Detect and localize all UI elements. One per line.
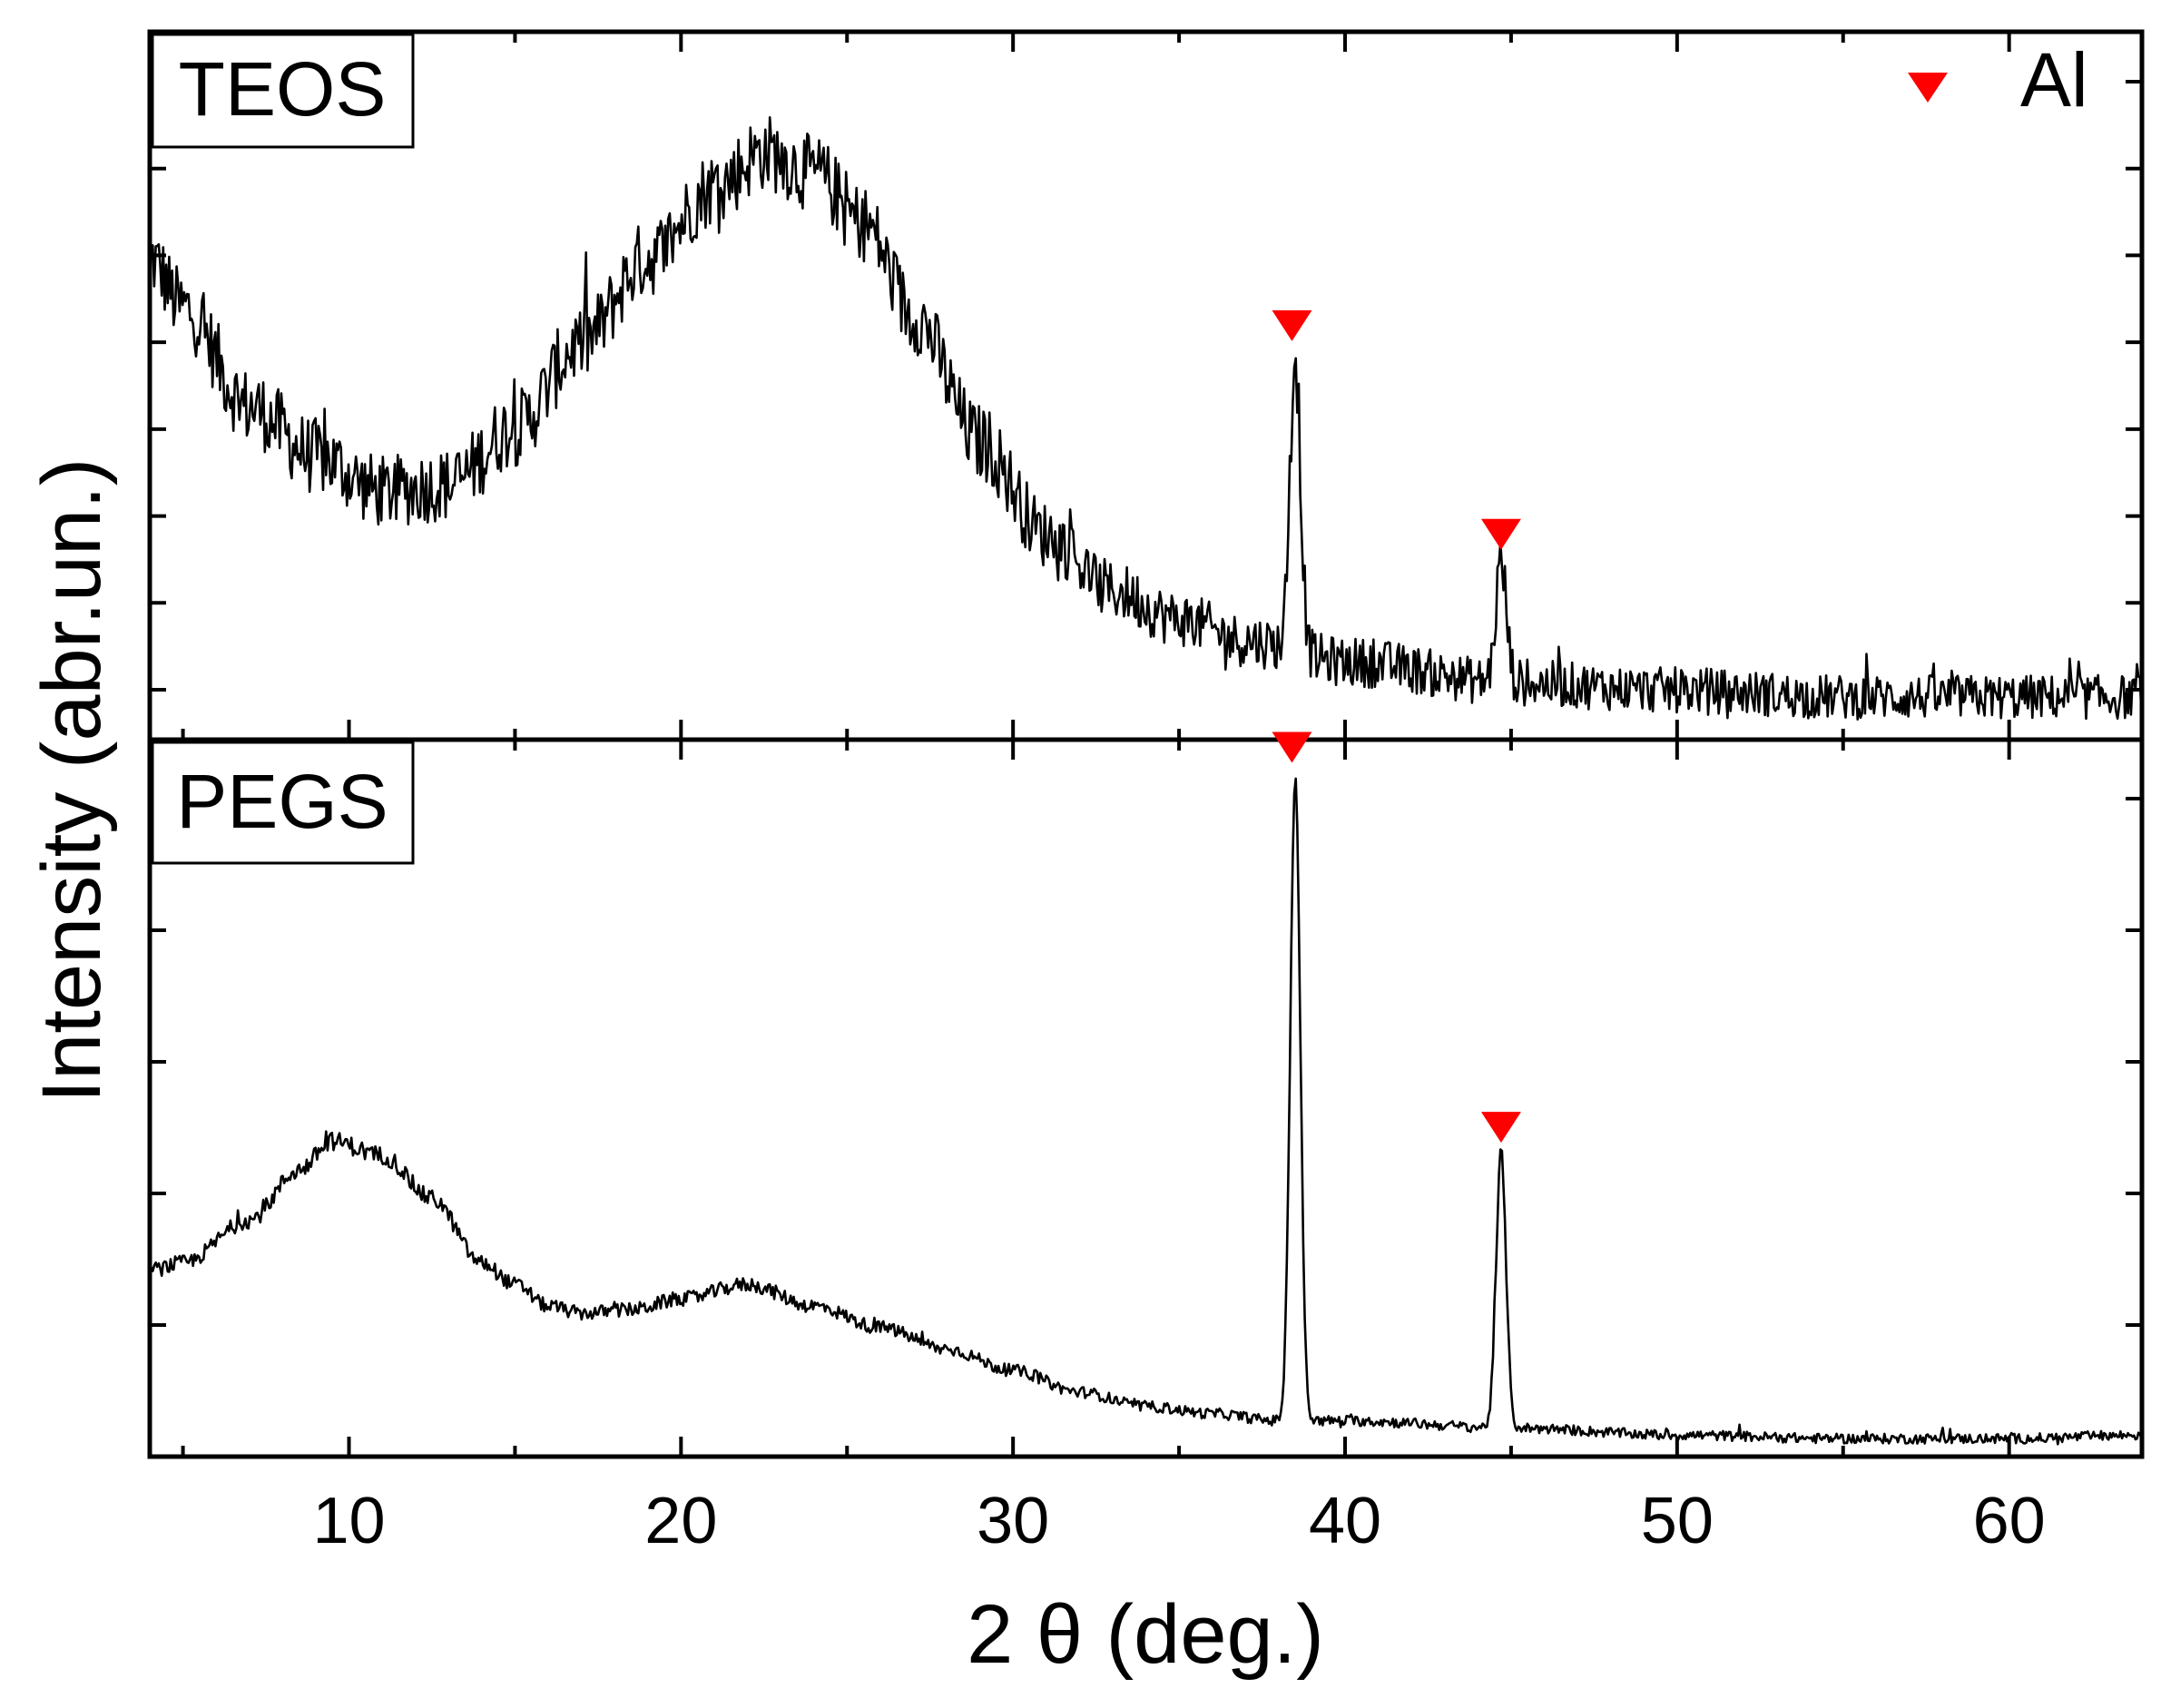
x-tick-label-30: 30 (977, 1485, 1049, 1557)
al-marker-teos-0 (1272, 309, 1312, 341)
legend-al-marker (1908, 73, 1948, 103)
x-axis-label: 2 θ (deg.) (967, 1588, 1324, 1681)
teos-label-frame (151, 33, 415, 149)
x-tick-labels: 10 20 30 40 50 60 (312, 1485, 2045, 1557)
legend-label: Al (2020, 37, 2088, 123)
teos-series-line (148, 116, 2143, 721)
pegs-label-frame (151, 741, 415, 865)
panel-teos-ticks (150, 32, 2142, 740)
panel-pegs-ticks (150, 740, 2142, 1457)
legend: Al (1908, 37, 2088, 123)
al-marker-pegs-1 (1480, 1112, 1521, 1144)
x-tick-label-60: 60 (1973, 1485, 2046, 1557)
y-axis-label: Intensity (abr.un.) (25, 458, 118, 1104)
panel-teos-al-markers (1272, 309, 1521, 550)
pegs-label-box: PEGS (151, 741, 415, 865)
x-tick-label-40: 40 (1309, 1485, 1381, 1557)
panel-pegs-al-markers (1272, 731, 1521, 1144)
pegs-label: PEGS (176, 759, 388, 844)
pegs-series-line (148, 777, 2143, 1446)
teos-label-box: TEOS (151, 33, 415, 149)
al-marker-pegs-0 (1272, 731, 1312, 763)
panel-pegs: PEGS (147, 731, 2145, 1459)
panel-teos: TEOS Al (147, 29, 2145, 742)
panel-pegs-frame (147, 737, 2145, 1459)
panel-teos-frame (147, 29, 2145, 742)
x-tick-label-50: 50 (1641, 1485, 1714, 1557)
teos-label: TEOS (179, 46, 387, 132)
x-tick-label-10: 10 (312, 1485, 385, 1557)
al-marker-teos-1 (1480, 518, 1521, 550)
x-tick-label-20: 20 (644, 1485, 717, 1557)
